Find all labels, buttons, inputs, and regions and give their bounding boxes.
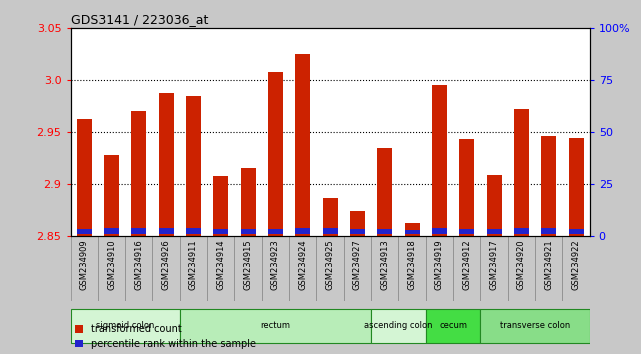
- Bar: [180, 236, 207, 301]
- Bar: [240, 169, 256, 236]
- Bar: [296, 54, 310, 236]
- Bar: [344, 236, 371, 301]
- Bar: [459, 139, 474, 236]
- Bar: [268, 72, 283, 236]
- Text: GSM234922: GSM234922: [572, 239, 581, 290]
- Text: GSM234918: GSM234918: [408, 239, 417, 290]
- Bar: [322, 228, 338, 234]
- Bar: [207, 236, 235, 301]
- Bar: [541, 136, 556, 236]
- Text: GSM234919: GSM234919: [435, 239, 444, 290]
- Bar: [104, 228, 119, 234]
- Bar: [535, 236, 562, 301]
- Bar: [153, 236, 180, 301]
- Bar: [487, 175, 502, 236]
- Bar: [322, 199, 338, 236]
- Bar: [426, 236, 453, 301]
- Text: ascending colon: ascending colon: [364, 321, 433, 330]
- Text: transverse colon: transverse colon: [500, 321, 570, 330]
- Legend: transformed count, percentile rank within the sample: transformed count, percentile rank withi…: [76, 324, 256, 349]
- Bar: [213, 176, 228, 236]
- Text: GSM234912: GSM234912: [462, 239, 471, 290]
- Text: GSM234925: GSM234925: [326, 239, 335, 290]
- Bar: [514, 228, 529, 234]
- Text: GSM234914: GSM234914: [216, 239, 225, 290]
- Bar: [186, 228, 201, 234]
- Bar: [98, 236, 125, 301]
- Text: GSM234921: GSM234921: [544, 239, 553, 290]
- Bar: [426, 309, 480, 343]
- Bar: [289, 236, 317, 301]
- Bar: [213, 229, 228, 234]
- Bar: [104, 155, 119, 236]
- Bar: [158, 93, 174, 236]
- Bar: [487, 229, 502, 234]
- Text: GSM234926: GSM234926: [162, 239, 171, 290]
- Text: GSM234910: GSM234910: [107, 239, 116, 290]
- Bar: [378, 148, 392, 236]
- Bar: [514, 109, 529, 236]
- Text: sigmoid colon: sigmoid colon: [96, 321, 154, 330]
- Bar: [317, 236, 344, 301]
- Bar: [296, 228, 310, 234]
- Bar: [569, 229, 583, 234]
- Bar: [77, 229, 92, 234]
- Text: GSM234913: GSM234913: [380, 239, 389, 290]
- Bar: [432, 85, 447, 236]
- Text: GSM234920: GSM234920: [517, 239, 526, 290]
- Bar: [569, 138, 583, 236]
- Bar: [186, 96, 201, 236]
- Bar: [480, 236, 508, 301]
- Bar: [508, 236, 535, 301]
- Bar: [268, 229, 283, 234]
- Bar: [371, 309, 426, 343]
- Text: GSM234923: GSM234923: [271, 239, 280, 290]
- Bar: [480, 309, 590, 343]
- Bar: [180, 309, 371, 343]
- Bar: [131, 111, 146, 236]
- Bar: [541, 228, 556, 234]
- Text: GSM234915: GSM234915: [244, 239, 253, 290]
- Text: cecum: cecum: [439, 321, 467, 330]
- Text: GSM234909: GSM234909: [79, 239, 88, 290]
- Bar: [235, 236, 262, 301]
- Text: rectum: rectum: [260, 321, 290, 330]
- Bar: [262, 236, 289, 301]
- Bar: [453, 236, 480, 301]
- Text: GSM234924: GSM234924: [298, 239, 307, 290]
- Bar: [350, 211, 365, 236]
- Bar: [71, 236, 98, 301]
- Bar: [240, 229, 256, 234]
- Bar: [459, 229, 474, 234]
- Text: GSM234927: GSM234927: [353, 239, 362, 290]
- Bar: [404, 223, 420, 236]
- Bar: [562, 236, 590, 301]
- Bar: [399, 236, 426, 301]
- Text: GSM234916: GSM234916: [135, 239, 144, 290]
- Bar: [71, 309, 180, 343]
- Text: GDS3141 / 223036_at: GDS3141 / 223036_at: [71, 13, 208, 26]
- Bar: [432, 228, 447, 234]
- Text: GSM234917: GSM234917: [490, 239, 499, 290]
- Bar: [404, 230, 420, 234]
- Bar: [158, 228, 174, 234]
- Bar: [378, 229, 392, 234]
- Bar: [371, 236, 399, 301]
- Bar: [125, 236, 153, 301]
- Bar: [77, 119, 92, 236]
- Bar: [350, 229, 365, 234]
- Bar: [131, 228, 146, 234]
- Text: GSM234911: GSM234911: [189, 239, 198, 290]
